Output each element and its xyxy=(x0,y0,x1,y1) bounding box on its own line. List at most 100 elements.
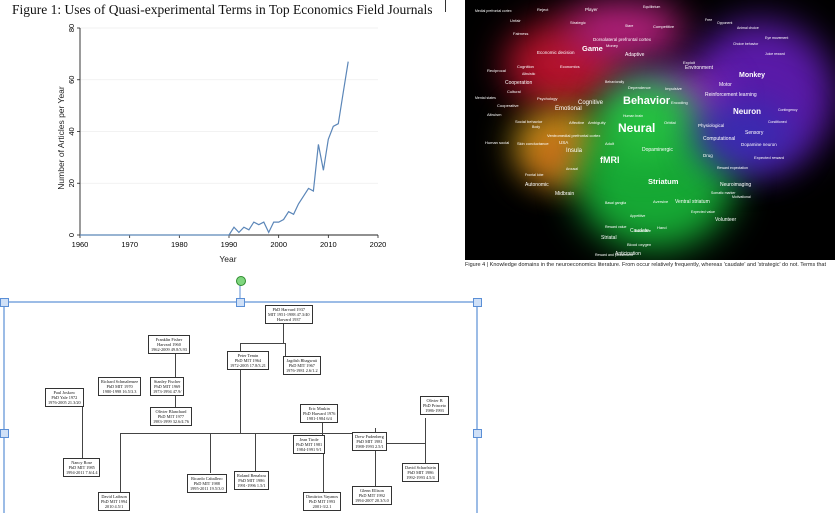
tree-node-text: David Laibson xyxy=(101,494,127,499)
term-label: Behaviorally xyxy=(605,80,625,84)
term-label: Arousal xyxy=(566,167,578,171)
term-label: Game xyxy=(582,44,603,53)
term-label: Reciprocal xyxy=(487,68,506,73)
tree-node-text: 1972-2005 17.8/3.21 xyxy=(230,363,266,368)
resize-handle-top[interactable] xyxy=(236,298,245,307)
tree-node-text: 1995-2011 19.5/3.0 xyxy=(190,486,224,491)
tree-node-text: 1980-1998 16.5/3.3 xyxy=(102,389,137,394)
blob-blue xyxy=(695,100,795,170)
term-label: Mental states xyxy=(475,96,496,100)
term-label: Dopamine neuron xyxy=(741,142,777,147)
tree-node-text: Olivier Blanchard xyxy=(155,409,187,414)
term-label: Incentive xyxy=(635,228,652,233)
tree-connector xyxy=(425,418,426,463)
term-label: Blood oxygen xyxy=(627,242,652,247)
term-label: Cooperation xyxy=(505,80,533,86)
tree-node-text: MIT 1951-1988 47.3/40 xyxy=(268,312,310,317)
term-label: Competitive xyxy=(653,24,675,29)
figure1-title: Figure 1: Uses of Quasi-experimental Ter… xyxy=(12,2,433,17)
term-label: Emotional xyxy=(555,106,582,112)
tree-node-box: Olivier B PhD Princeto 1986-1993 xyxy=(420,396,450,415)
term-label: Conditioned xyxy=(768,120,787,124)
y-tick-label: 80 xyxy=(67,24,76,32)
x-tick-label: 1970 xyxy=(121,240,138,249)
term-label: Behavior xyxy=(623,95,671,107)
tree-node-box: Nancy Rose PhD MIT 1985 1994-2011 7.6/4.4 xyxy=(63,458,101,477)
term-label: Frontal lobe xyxy=(525,173,544,177)
term-label: Dopaminergic xyxy=(642,147,673,153)
term-label: Social behavior xyxy=(515,119,543,124)
tree-node-text: PhD MIT 1977 xyxy=(157,414,185,419)
x-tick-label: 2000 xyxy=(270,240,287,249)
figure3-genealogy-tree[interactable]: PhD Harvard 1937 MIT 1951-1988 47.3/40 Har… xyxy=(0,276,835,513)
term-label: Adaptive xyxy=(625,52,645,58)
term-label: Aversive xyxy=(653,199,669,204)
tree-node-box: Jagdish Bhagwati PhD MIT 1967 1976-1981 2.… xyxy=(283,356,321,375)
x-tick-label: 1980 xyxy=(171,240,188,249)
term-label: Cognition xyxy=(517,64,534,69)
term-label: Contingency xyxy=(778,108,798,112)
tree-node-text: PhD MIT 1985 xyxy=(68,465,95,470)
term-label: Strategic xyxy=(570,20,586,25)
tree-connector xyxy=(210,433,211,473)
term-label: Physiological xyxy=(698,123,725,128)
term-label: Eye movement xyxy=(765,36,789,40)
tree-node-text: PhD MIT 1964 xyxy=(234,358,262,363)
tree-node-text: PhD MIT 1993 xyxy=(308,499,336,504)
resize-handle-top-left[interactable] xyxy=(0,298,9,307)
term-label: Human social xyxy=(485,140,510,145)
tree-node-text: Roland Benabou xyxy=(237,473,266,478)
term-label: Autonomic xyxy=(525,182,549,188)
term-label: Adult xyxy=(605,141,615,146)
tree-node-text: 1988-1993 2.5/1 xyxy=(355,444,384,449)
term-label: Motivational xyxy=(732,195,751,199)
resize-handle-top-right[interactable] xyxy=(473,298,482,307)
term-label: Motor xyxy=(719,82,732,88)
rotate-handle[interactable] xyxy=(236,276,246,286)
tree-connector xyxy=(322,418,323,435)
resize-handle-left[interactable] xyxy=(0,429,9,438)
term-label: Reward expectation xyxy=(717,166,748,170)
term-label: Choice behavior xyxy=(733,42,759,46)
tree-connector xyxy=(323,453,324,492)
term-label: Environment xyxy=(685,65,714,71)
tree-node-box: Richard Schmalensee PhD MIT 1970 1980-1998… xyxy=(98,377,142,396)
term-label: Appetitive xyxy=(630,214,646,218)
tree-node-text: 1973-1994 47.9/ xyxy=(153,389,182,394)
term-label: Reject xyxy=(537,7,549,12)
tree-node-text: 1994-2007 20.3/3.0 xyxy=(355,498,389,503)
term-label: Economic decision xyxy=(537,50,575,55)
tree-node-text: 1983-1999 32.6/4.76 xyxy=(153,419,189,424)
term-label: Animal choice xyxy=(737,26,759,30)
x-tick-label: 1960 xyxy=(72,240,89,249)
term-label: Player xyxy=(585,7,598,12)
tree-connector xyxy=(175,353,176,377)
term-label: Fairness xyxy=(513,31,529,36)
text-cursor xyxy=(445,0,446,12)
term-label: Unfair xyxy=(510,18,521,23)
y-tick-label: 20 xyxy=(67,179,76,187)
tree-node-text: 1976-1981 2.6/1.2 xyxy=(286,368,318,373)
x-tick-label: 2010 xyxy=(320,240,337,249)
x-axis-label: Year xyxy=(219,254,236,264)
tree-node-text: Stanley Fischer xyxy=(153,379,181,384)
blob-green-mid xyxy=(595,80,695,160)
tree-node-box: Peter Temin PhD MIT 1964 1972-2005 17.8/3.… xyxy=(227,351,269,370)
tree-node-text: Olivier B xyxy=(426,398,443,403)
tree-node-text: Jean Tirole xyxy=(299,437,319,442)
tree-connector xyxy=(375,428,376,432)
tree-node-text: PhD MIT 1986 xyxy=(238,478,265,483)
tree-node-text: Richard Schmalensee xyxy=(101,379,139,384)
resize-handle-right[interactable] xyxy=(473,429,482,438)
term-label: Expected reward xyxy=(754,155,785,160)
tree-connector xyxy=(255,433,256,471)
tree-node-text: PhD MIT 1992 xyxy=(358,493,385,498)
tree-node-text: 1981-1984 6/4 xyxy=(306,416,332,421)
tree-connector xyxy=(175,391,176,407)
term-label: Affective xyxy=(569,120,585,125)
term-label: Volunteer xyxy=(715,217,737,223)
tree-node-text: PhD MIT 1969 xyxy=(154,384,181,389)
tree-node-text: 1994-2011 7.6/4.4 xyxy=(66,470,98,475)
tree-node-text: PhD Princeto xyxy=(423,403,447,408)
figure2-knowledge-map: Reject Player Equilibrium Unfair Strategic St… xyxy=(465,0,835,260)
